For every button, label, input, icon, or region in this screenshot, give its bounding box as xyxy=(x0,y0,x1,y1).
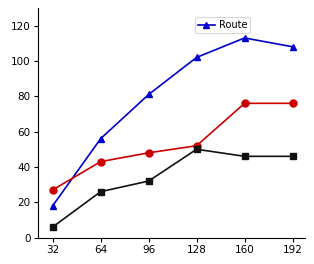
Route xyxy=(147,93,150,96)
Route xyxy=(243,36,246,40)
Line: Route: Route xyxy=(49,35,296,209)
Legend: Route: Route xyxy=(195,17,250,33)
Route xyxy=(195,56,198,59)
Route xyxy=(51,204,55,208)
Route xyxy=(291,45,295,48)
Route xyxy=(99,137,103,140)
